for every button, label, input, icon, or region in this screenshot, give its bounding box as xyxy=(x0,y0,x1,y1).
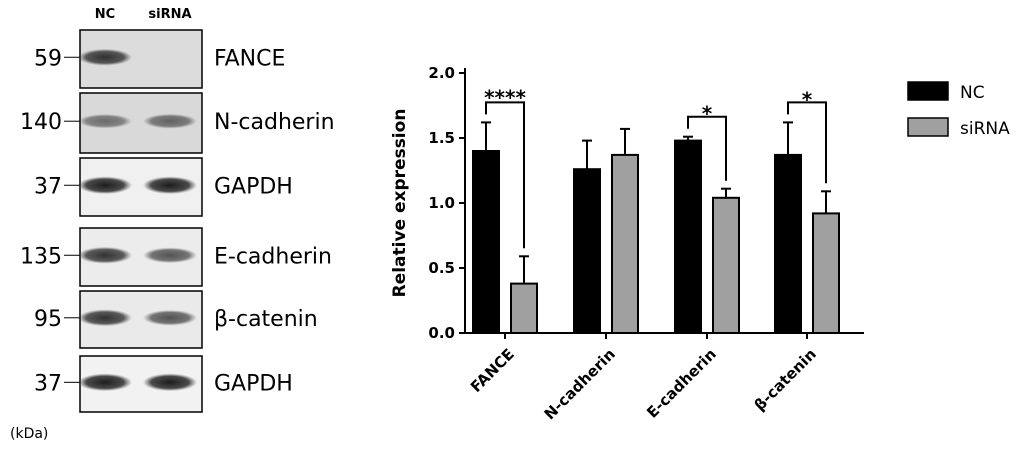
significance-mark: **** xyxy=(484,85,526,109)
protein-label: GAPDH xyxy=(214,371,293,396)
bar-sirna-0 xyxy=(510,282,538,335)
marker-size: 140 xyxy=(20,110,62,135)
marker-size: 59 xyxy=(34,46,62,71)
significance-mark: * xyxy=(702,102,713,126)
x-tick-label: N-cadherin xyxy=(541,345,619,423)
marker-size: 95 xyxy=(34,307,62,332)
band-nc xyxy=(78,309,132,327)
x-tick-label: FANCE xyxy=(467,345,518,396)
protein-label: N-cadherin xyxy=(214,110,335,135)
band-sirna xyxy=(143,113,197,129)
band-nc xyxy=(78,176,132,195)
protein-label: GAPDH xyxy=(214,174,293,199)
bar-sirna-2 xyxy=(712,196,740,334)
band-sirna xyxy=(143,247,197,264)
band-sirna xyxy=(143,373,197,392)
y-axis-label: Relative expression xyxy=(390,109,410,298)
y-tick-label: 0.5 xyxy=(428,259,455,277)
protein-label: FANCE xyxy=(214,46,285,71)
bar-chart: 0.0 0.5 1.0 1.5 2.0 Relative expression FANCE *… xyxy=(390,64,1010,423)
significance-mark: * xyxy=(802,87,813,111)
y-tick-label: 1.5 xyxy=(428,129,455,147)
band-nc xyxy=(78,114,132,129)
marker-size: 135 xyxy=(20,244,62,269)
marker-size: 37 xyxy=(34,371,62,396)
blot-row: 37 GAPDH xyxy=(34,355,293,413)
blot-row: 37 GAPDH xyxy=(34,157,293,217)
x-tick-label: E-cadherin xyxy=(643,345,720,422)
band-nc xyxy=(78,373,132,392)
legend-label: NC xyxy=(960,83,985,103)
y-tick-label: 1.0 xyxy=(428,194,455,212)
band-sirna xyxy=(143,309,197,326)
significance-bracket xyxy=(485,101,525,249)
blot-row: 140 N-cadherin xyxy=(20,92,335,154)
lane-label: NC xyxy=(95,7,115,22)
blot-row: 135 E-cadherin xyxy=(20,227,332,287)
legend-label: siRNA xyxy=(960,119,1010,139)
significance-bracket xyxy=(787,101,827,184)
band-nc xyxy=(78,246,132,264)
unit-label: (kDa) xyxy=(10,426,48,442)
legend-swatch xyxy=(907,81,949,101)
band-nc xyxy=(78,48,132,66)
blot-row: 59 FANCE xyxy=(34,29,285,89)
legend-swatch xyxy=(907,117,949,137)
y-tick-label: 0.0 xyxy=(428,324,455,342)
western-blot-panel: NC siRNA 59 FANCE 140 N-cadherin 37 GAPDH 135 E-c… xyxy=(10,7,335,442)
significance-bracket xyxy=(687,115,727,181)
protein-label: β-catenin xyxy=(214,307,318,332)
blot-row: 95 β-catenin xyxy=(34,290,318,349)
bar-nc-0 xyxy=(472,150,500,334)
protein-label: E-cadherin xyxy=(214,244,332,269)
x-tick-label: β-catenin xyxy=(751,345,820,414)
lane-label: siRNA xyxy=(148,7,191,22)
bar-sirna-3 xyxy=(812,212,840,334)
marker-size: 37 xyxy=(34,174,62,199)
bar-sirna-1 xyxy=(611,153,639,334)
bar-nc-1 xyxy=(573,168,601,334)
band-sirna xyxy=(143,176,197,195)
bar-nc-3 xyxy=(774,153,802,334)
y-tick-label: 2.0 xyxy=(428,64,455,82)
bar-nc-2 xyxy=(674,139,702,334)
